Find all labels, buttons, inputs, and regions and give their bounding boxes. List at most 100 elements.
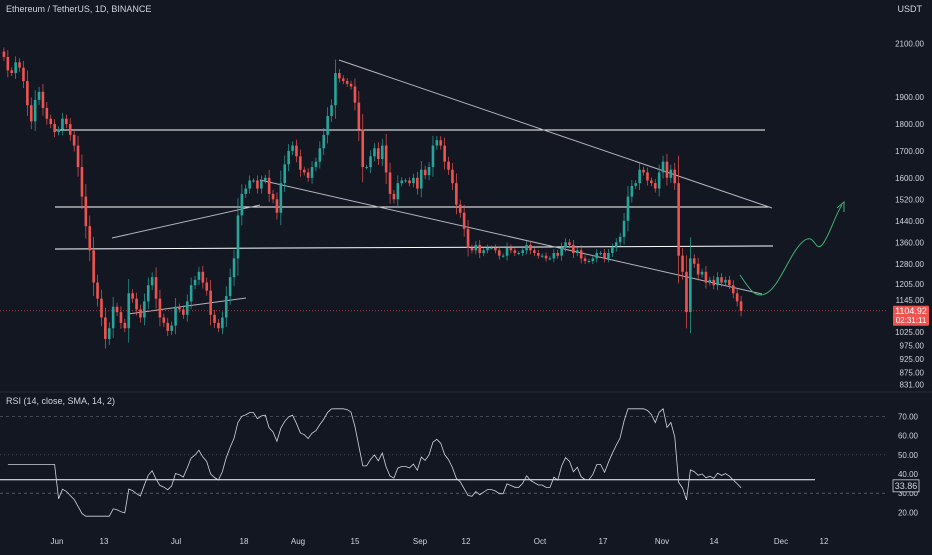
rsi-title: RSI (14, close, SMA, 14, 2) (6, 396, 116, 406)
candle-body (642, 169, 645, 173)
candle-body (728, 279, 731, 286)
candle-body (170, 325, 173, 331)
candle-body (291, 145, 294, 151)
support-line-lower[interactable] (54, 245, 774, 250)
candle-body (423, 169, 427, 176)
candle-body (76, 145, 80, 168)
candle-body (513, 250, 517, 254)
candle-body (373, 148, 376, 157)
candle-body (556, 253, 560, 256)
candle-body (677, 183, 680, 256)
candle-body (544, 255, 548, 259)
candle-body (318, 148, 322, 162)
candle-body (587, 261, 591, 263)
time-tick-label: 12 (820, 537, 829, 546)
candle-body (568, 242, 571, 245)
candle-body (474, 244, 478, 251)
candle-body (603, 253, 606, 259)
rsi-pane[interactable]: 70.00 60.00 50.00 40.00 30.00 20.00 33.86 (0, 408, 920, 518)
candle-body (143, 301, 146, 318)
projection-path[interactable] (739, 204, 843, 296)
candle-body (107, 328, 111, 339)
channel-top-line[interactable] (338, 59, 773, 209)
candle-body (224, 295, 228, 318)
candle-body (65, 118, 68, 125)
candle-body (26, 81, 29, 106)
candle-body (700, 271, 704, 275)
candle-body (100, 298, 103, 318)
candle-body (162, 317, 166, 323)
price-tick-label: 1205.00 (895, 280, 924, 289)
time-tick-label: 13 (100, 537, 109, 546)
candle-body (622, 220, 626, 237)
rsi-tick-label: 50.00 (898, 451, 919, 460)
time-tick-label: 15 (351, 537, 360, 546)
candle-body (540, 255, 544, 257)
candle-body (400, 180, 404, 184)
candle-body (665, 161, 669, 178)
candle-body (123, 322, 127, 329)
candle-body (462, 212, 466, 229)
rsi-tick-label: 40.00 (898, 470, 919, 479)
candle-body (104, 317, 107, 339)
candle-body (435, 140, 439, 146)
candle-body (630, 185, 634, 197)
candle-body (720, 277, 723, 283)
price-tick-label: 925.00 (900, 355, 925, 364)
candle-body (221, 317, 224, 329)
candle-body (560, 247, 563, 256)
candle-body (412, 177, 415, 184)
candle-body (501, 255, 505, 257)
candle-body (166, 322, 170, 331)
candle-body (68, 124, 72, 135)
candle-body (33, 99, 37, 122)
candle-body (299, 156, 302, 170)
time-axis[interactable]: Jun 13 Jul 18 Aug 15 Sep 12 Oct 17 Nov 14 Dec 12 (51, 537, 829, 546)
candle-body (287, 150, 290, 165)
candle-body (306, 172, 310, 178)
time-tick-label: 14 (710, 537, 719, 546)
candle-body (338, 73, 341, 79)
candle-body (419, 169, 423, 189)
candles[interactable] (2, 47, 743, 349)
price-tick-label: 975.00 (900, 342, 925, 351)
candle-body (244, 188, 248, 194)
candle-body (84, 196, 88, 227)
price-tick-label: 2100.00 (895, 39, 924, 48)
price-tick-label: 1145.00 (896, 296, 925, 305)
time-tick-label: Sep (413, 537, 428, 546)
candle-body (174, 306, 177, 326)
candle-body (509, 247, 513, 251)
candle-body (525, 244, 528, 251)
countdown-text: 02:31:11 (896, 316, 927, 325)
candle-body (279, 183, 283, 213)
candle-body (18, 62, 21, 68)
candle-body (178, 306, 181, 310)
rsi-axis[interactable]: 70.00 60.00 50.00 40.00 30.00 20.00 (898, 413, 919, 518)
candle-body (657, 172, 661, 189)
candle-body (470, 247, 474, 251)
candle-body (369, 156, 372, 168)
candle-body (466, 228, 470, 248)
price-axis[interactable]: 2100.00 1900.00 1800.00 1700.00 1600.00 1520.… (895, 39, 924, 389)
candle-body (88, 226, 92, 251)
candle-body (295, 145, 298, 157)
candle-body (380, 145, 384, 159)
candle-body (256, 180, 259, 189)
candle-body (618, 236, 622, 243)
candle-body (37, 91, 41, 100)
drawing-lines[interactable] (54, 59, 845, 315)
candle-body (377, 148, 380, 159)
candle-body (283, 164, 287, 184)
price-tick-label: 1900.00 (895, 93, 924, 102)
candle-body (427, 167, 431, 176)
candle-body (185, 301, 189, 315)
candle-body (41, 91, 45, 108)
candle-body (119, 312, 123, 323)
candle-body (53, 124, 56, 133)
candle-body (154, 277, 158, 299)
wedge-top-line[interactable] (111, 204, 261, 239)
candle-body (2, 51, 6, 57)
